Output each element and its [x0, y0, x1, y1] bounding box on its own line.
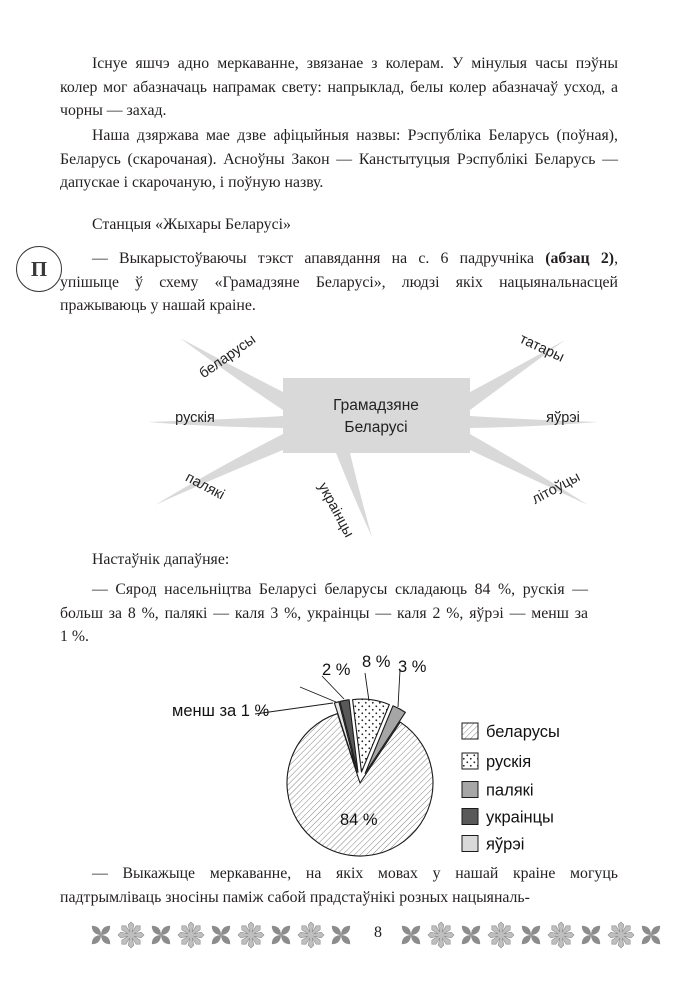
svg-text:менш за 1 %: менш за 1 %: [172, 702, 270, 720]
svg-text:яўрэі: яўрэі: [486, 836, 524, 854]
svg-text:2 %: 2 %: [322, 661, 351, 679]
svg-text:8 %: 8 %: [362, 653, 391, 671]
svg-text:беларусы: беларусы: [486, 723, 560, 741]
svg-text:палякі: палякі: [486, 782, 534, 800]
svg-text:84 %: 84 %: [340, 811, 378, 829]
svg-text:украінцы: украінцы: [486, 809, 554, 827]
svg-text:рускія: рускія: [486, 753, 531, 771]
svg-text:3 %: 3 %: [398, 658, 427, 676]
